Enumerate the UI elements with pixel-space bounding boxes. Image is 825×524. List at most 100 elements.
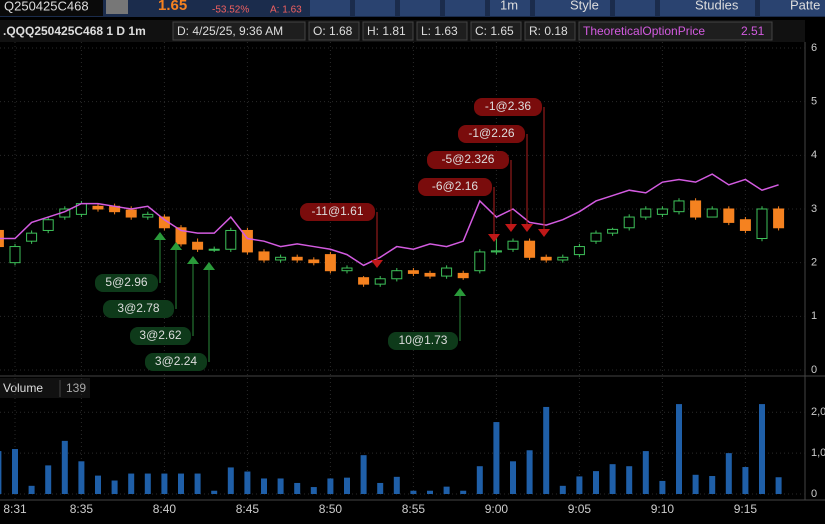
volume-bar: [709, 476, 716, 494]
volume-bar: [45, 465, 52, 494]
candle-body: [690, 200, 702, 218]
x-tick-label: 9:05: [568, 502, 592, 516]
volume-bar: [626, 466, 633, 494]
x-tick-label: 9:15: [734, 502, 758, 516]
volume-bar: [310, 487, 317, 494]
volume-bar: [128, 473, 135, 494]
candle-body: [92, 205, 104, 210]
patterns-button[interactable]: [760, 0, 825, 16]
x-tick-label: 8:40: [153, 502, 177, 516]
volume-bar: [476, 466, 483, 494]
y-tick-label: 1,0: [811, 447, 825, 459]
style-button[interactable]: [535, 0, 610, 16]
candle-body: [192, 241, 204, 250]
buy-label-box: [103, 300, 174, 318]
candle-body: [723, 208, 735, 223]
symbol-dropdown[interactable]: [106, 0, 128, 14]
volume-bar: [543, 406, 550, 494]
volume-bar: [294, 482, 301, 494]
interval: 1m: [500, 0, 518, 12]
sell-label: -1@2.26: [468, 126, 515, 140]
candle-body: [441, 267, 453, 277]
info-box: [578, 21, 773, 41]
candle-body: [573, 246, 585, 256]
y-tick-label: 4: [811, 149, 817, 161]
volume-bar: [178, 473, 184, 494]
interval-button[interactable]: [490, 0, 530, 16]
volume-bar: [676, 404, 682, 494]
volume-bar: [410, 490, 417, 494]
volume-bar: [327, 478, 334, 494]
date: D: 4/25/25, 9:36 AM: [177, 24, 283, 38]
button[interactable]: [355, 0, 395, 16]
studies-button[interactable]: [660, 0, 755, 16]
volume-bar: [593, 471, 599, 494]
buy-label: 5@2.96: [105, 275, 148, 289]
symbol: Q250425C468: [4, 0, 89, 13]
sell-label-box: [474, 98, 542, 116]
candle-body: [9, 246, 21, 264]
volume-bar: [360, 455, 367, 494]
buy-arrow: [454, 288, 466, 296]
buy-label-box: [95, 274, 158, 292]
volume-bar: [443, 486, 450, 494]
study-value: 2.51: [741, 24, 765, 38]
candle-body: [756, 208, 768, 240]
info-box: [416, 21, 468, 41]
candle-body: [739, 219, 751, 231]
candle-body: [26, 232, 38, 242]
sell-arrow: [521, 224, 533, 232]
button[interactable]: [615, 0, 655, 16]
x-tick-label: 8:31: [3, 502, 27, 516]
info-box: [308, 21, 360, 41]
volume-bar: [28, 485, 35, 494]
volume-bar: [609, 464, 616, 494]
button[interactable]: [445, 0, 485, 16]
buy-label: 3@2.24: [155, 354, 198, 368]
volume-bar: [194, 473, 201, 494]
sell-label: -5@2.326: [442, 152, 495, 166]
candle-body: [524, 240, 536, 258]
volume-current: 139: [66, 381, 86, 395]
info-box: [172, 21, 306, 41]
volume-bar: [725, 453, 732, 494]
range: R: 0.18: [529, 24, 568, 38]
volume-bar: [111, 480, 118, 494]
candle-body: [208, 248, 220, 251]
candle-body: [507, 240, 519, 250]
y-tick-label: 0: [811, 488, 817, 500]
y-tick-label: 6: [811, 42, 817, 54]
high: H: 1.81: [367, 24, 406, 38]
candle-body: [175, 227, 187, 245]
buy-label-box: [145, 353, 207, 371]
x-tick-label: 8:50: [319, 502, 343, 516]
sell-arrow: [538, 229, 550, 237]
buy-arrow: [154, 232, 166, 240]
volume-header: [0, 378, 90, 398]
buy-label: 10@1.73: [399, 333, 448, 347]
candle-body: [308, 259, 320, 264]
candle-body: [324, 254, 336, 272]
candle-body: [457, 272, 469, 279]
candle-body: [490, 250, 502, 253]
volume-bar: [493, 422, 500, 494]
x-tick-label: 9:00: [485, 502, 509, 516]
button[interactable]: [400, 0, 440, 16]
button[interactable]: [310, 0, 350, 16]
candle-body: [590, 232, 602, 242]
buy-label: 3@2.62: [139, 328, 182, 342]
ask: A: 1.63: [270, 5, 302, 16]
sell-label: -11@1.61: [312, 204, 364, 218]
buy-label: 3@2.78: [117, 301, 160, 315]
candle-body: [407, 270, 419, 274]
symbol-box[interactable]: [0, 0, 103, 16]
volume-bar: [377, 482, 384, 494]
candle-body: [291, 256, 303, 261]
info-box: [362, 21, 414, 41]
volume-bar: [261, 478, 267, 494]
candle-body: [640, 208, 652, 218]
patterns: Patte: [790, 0, 820, 12]
candle-body: [142, 213, 154, 218]
candle-body: [673, 200, 685, 213]
